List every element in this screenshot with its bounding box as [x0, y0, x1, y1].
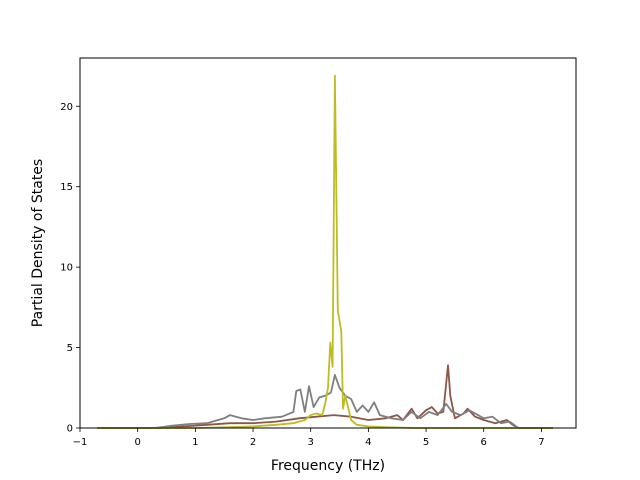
y-tick-label: 0 [67, 424, 73, 435]
x-axis-title: Frequency (THz) [271, 458, 385, 474]
x-tick-label: 3 [308, 437, 314, 448]
x-tick-label: 2 [250, 437, 256, 448]
x-tick-label: 4 [365, 437, 371, 448]
x-tick-label: 0 [134, 437, 140, 448]
series-line-1 [97, 373, 553, 429]
x-tick-label: 7 [538, 437, 544, 448]
y-axis-title: Partial Density of States [30, 159, 46, 327]
series-line-0 [97, 364, 553, 429]
y-tick-label: 20 [60, 102, 73, 113]
x-tick-label: 6 [481, 437, 487, 448]
x-tick-label: 1 [192, 437, 198, 448]
y-tick-label: 10 [60, 263, 73, 274]
y-axis: 0 5 10 15 20 [60, 102, 80, 435]
x-axis: −1 0 1 2 3 4 5 6 7 [73, 428, 545, 448]
series-layer [97, 74, 553, 429]
series-line-2 [97, 74, 553, 429]
x-tick-label: −1 [73, 437, 88, 448]
y-tick-label: 5 [67, 343, 73, 354]
plot-frame [79, 57, 577, 429]
y-tick-label: 15 [60, 182, 73, 193]
x-tick-label: 5 [423, 437, 429, 448]
